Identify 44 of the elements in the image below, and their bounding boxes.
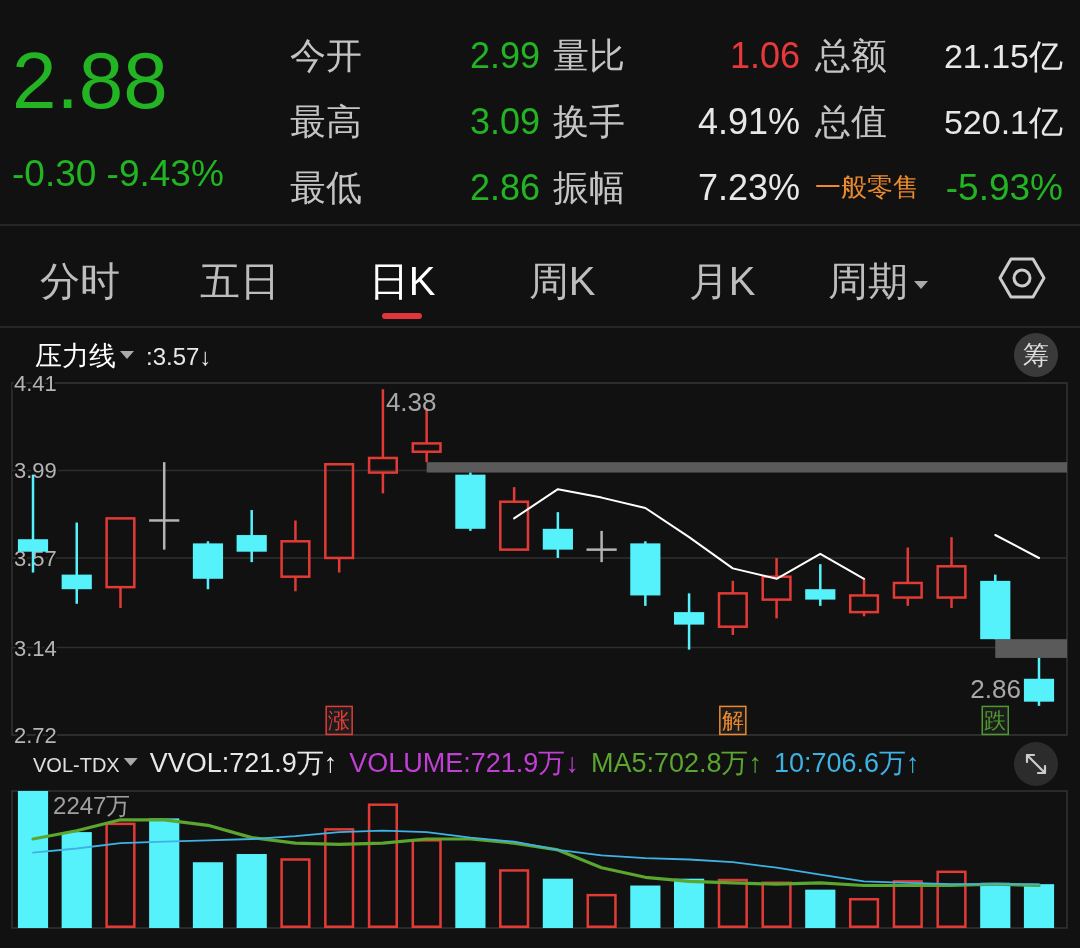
text: 2.99 bbox=[469, 35, 540, 76]
text: 换手 bbox=[553, 101, 625, 142]
text: 最高 bbox=[290, 101, 362, 142]
y-tick-label: 3.14 bbox=[14, 635, 57, 661]
annotation: 4.38 bbox=[385, 387, 437, 418]
text: VVOL:721.9万↑ bbox=[149, 748, 338, 778]
text: 周期 bbox=[828, 259, 908, 303]
text: 周K bbox=[528, 259, 596, 303]
y-tick-label: 4.41 bbox=[14, 371, 57, 396]
text: 21.15亿 bbox=[943, 37, 1063, 75]
y-tick-label: 3.99 bbox=[14, 458, 57, 484]
text: 最低 bbox=[290, 167, 362, 208]
annotation: 2247万 bbox=[53, 792, 131, 819]
text: MA5:702.8万↑ bbox=[590, 748, 762, 778]
text: 振幅 bbox=[553, 167, 625, 208]
text: 2.86 bbox=[469, 167, 540, 208]
annotation: 2.86 bbox=[970, 673, 1021, 704]
y-tick-label: 2.72 bbox=[14, 723, 57, 748]
data-label: 涨 bbox=[328, 708, 351, 734]
text: 量比 bbox=[553, 35, 625, 76]
text: 520.1亿 bbox=[943, 103, 1063, 141]
text: 总值 bbox=[814, 101, 887, 142]
text: 1.06 bbox=[729, 35, 800, 76]
text: 4.91% bbox=[697, 101, 800, 142]
text: 五日 bbox=[200, 259, 280, 303]
text: 今开 bbox=[290, 35, 362, 76]
text: 3.09 bbox=[469, 101, 540, 142]
data-label: 跌 bbox=[984, 708, 1007, 734]
text: :3.57↓ bbox=[146, 343, 212, 370]
text: 压力线 bbox=[35, 341, 116, 371]
text: 总额 bbox=[814, 35, 887, 76]
text: 月K bbox=[688, 259, 756, 303]
text: 日K bbox=[368, 259, 436, 303]
text: -0.30 -9.43% bbox=[12, 153, 224, 194]
chart-title: VOL-TDX bbox=[33, 754, 120, 776]
text: 10:706.6万↑ bbox=[773, 748, 920, 778]
text: 分时 bbox=[40, 259, 120, 303]
text: -5.93% bbox=[945, 167, 1063, 208]
text: 2.88 bbox=[12, 36, 168, 125]
text: 一般零售 bbox=[815, 172, 919, 202]
data-label: 解 bbox=[721, 708, 744, 734]
text: 筹 bbox=[1023, 340, 1049, 370]
text: VOLUME:721.9万↓ bbox=[349, 748, 579, 778]
text: 7.23% bbox=[697, 167, 800, 208]
